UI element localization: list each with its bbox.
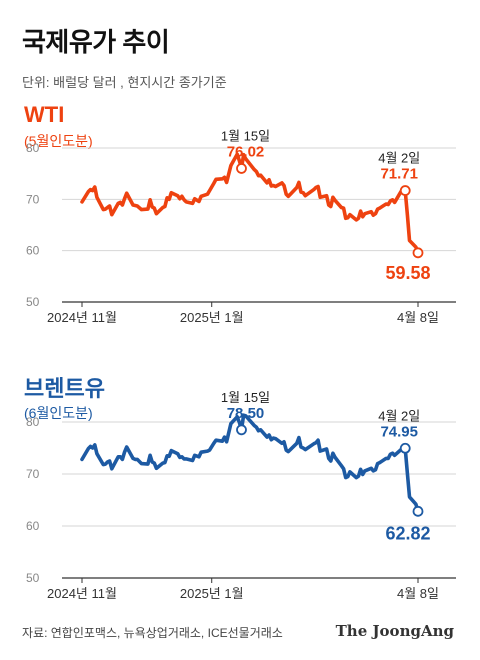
annotation-marker	[412, 247, 424, 259]
y-tick-label: 80	[26, 415, 40, 429]
x-tick-label: 2025년 1월	[180, 310, 244, 325]
annotation-marker	[412, 505, 424, 517]
x-tick-label: 2025년 1월	[180, 586, 244, 601]
y-tick-label: 70	[26, 467, 40, 481]
annotation-value: 71.71	[380, 166, 418, 183]
annotation-marker	[399, 185, 411, 196]
x-tick-label: 2024년 11월	[47, 586, 117, 601]
annotation-date: 1월 15일	[221, 128, 270, 143]
annotation-marker	[399, 442, 411, 454]
y-tick-label: 50	[26, 295, 40, 309]
annotation-value: 62.82	[385, 523, 430, 543]
page-title: 국제유가 추이	[22, 27, 170, 57]
series-title-1: 브렌트유	[24, 376, 105, 401]
annotation-value: 59.58	[385, 263, 430, 283]
series-line-1	[80, 413, 420, 514]
annotation-marker	[236, 424, 247, 436]
series-subtitle-1: (6월인도분)	[24, 405, 93, 421]
x-tick-label: 4월 8일	[397, 586, 439, 601]
publisher-logo: The JoongAng	[335, 622, 454, 640]
page-subtitle: 단위: 배럴당 달러 , 현지시간 종가기준	[22, 75, 227, 90]
y-tick-label: 70	[26, 192, 40, 206]
annotation-date: 1월 15일	[221, 390, 270, 405]
y-tick-label: 60	[26, 244, 40, 258]
y-tick-label: 80	[26, 141, 40, 155]
annotation-date: 4월 2일	[378, 151, 420, 166]
annotation-value: 76.02	[227, 143, 265, 160]
annotation-marker	[236, 163, 247, 174]
annotation-date: 4월 2일	[378, 408, 420, 423]
x-tick-label: 4월 8일	[397, 310, 439, 325]
annotation-value: 78.50	[227, 405, 265, 422]
annotation-value: 74.95	[380, 423, 418, 440]
series-line-0	[80, 152, 420, 255]
series-subtitle-0: (5월인도분)	[24, 133, 93, 149]
y-tick-label: 60	[26, 519, 40, 533]
source-note: 자료: 연합인포맥스, 뉴욕상업거래소, ICE선물거래소	[22, 626, 283, 640]
series-title-0: WTI	[24, 102, 64, 127]
x-tick-label: 2024년 11월	[47, 310, 117, 325]
y-tick-label: 50	[26, 571, 40, 585]
